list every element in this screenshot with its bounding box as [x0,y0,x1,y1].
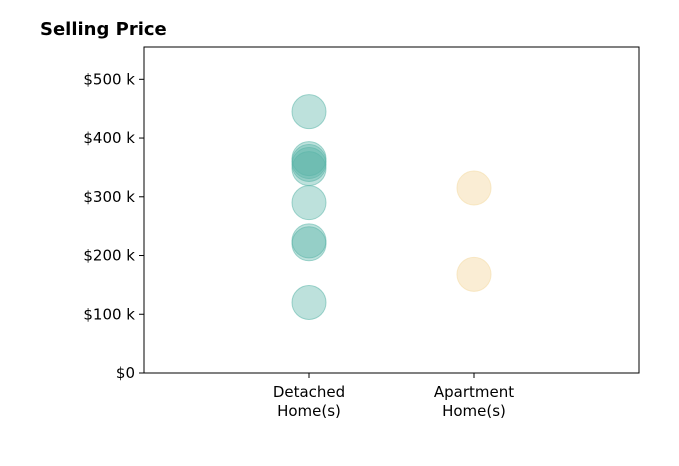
plot-area: $0 $100 k $200 k $300 k $400 k $500 k Detached… [83,46,640,420]
y-tick-label: $500 k [83,70,135,88]
data-point [291,226,327,262]
data-point [291,285,327,321]
y-tick-label: $100 k [83,305,135,323]
y-tick-label: $400 k [83,129,135,147]
y-tick-label: $200 k [83,247,135,265]
y-tick-label: $300 k [83,188,135,206]
data-point [456,170,492,206]
x-tick-label: Apartment Home(s) [434,383,514,420]
data-point [291,94,327,130]
data-point [291,185,327,221]
y-tick-label: $0 [116,364,135,382]
x-tick-label: Detached Home(s) [273,383,345,420]
data-point [291,151,327,187]
plot-frame [143,46,640,374]
chart-title: Selling Price [40,19,167,40]
data-point [456,256,492,292]
